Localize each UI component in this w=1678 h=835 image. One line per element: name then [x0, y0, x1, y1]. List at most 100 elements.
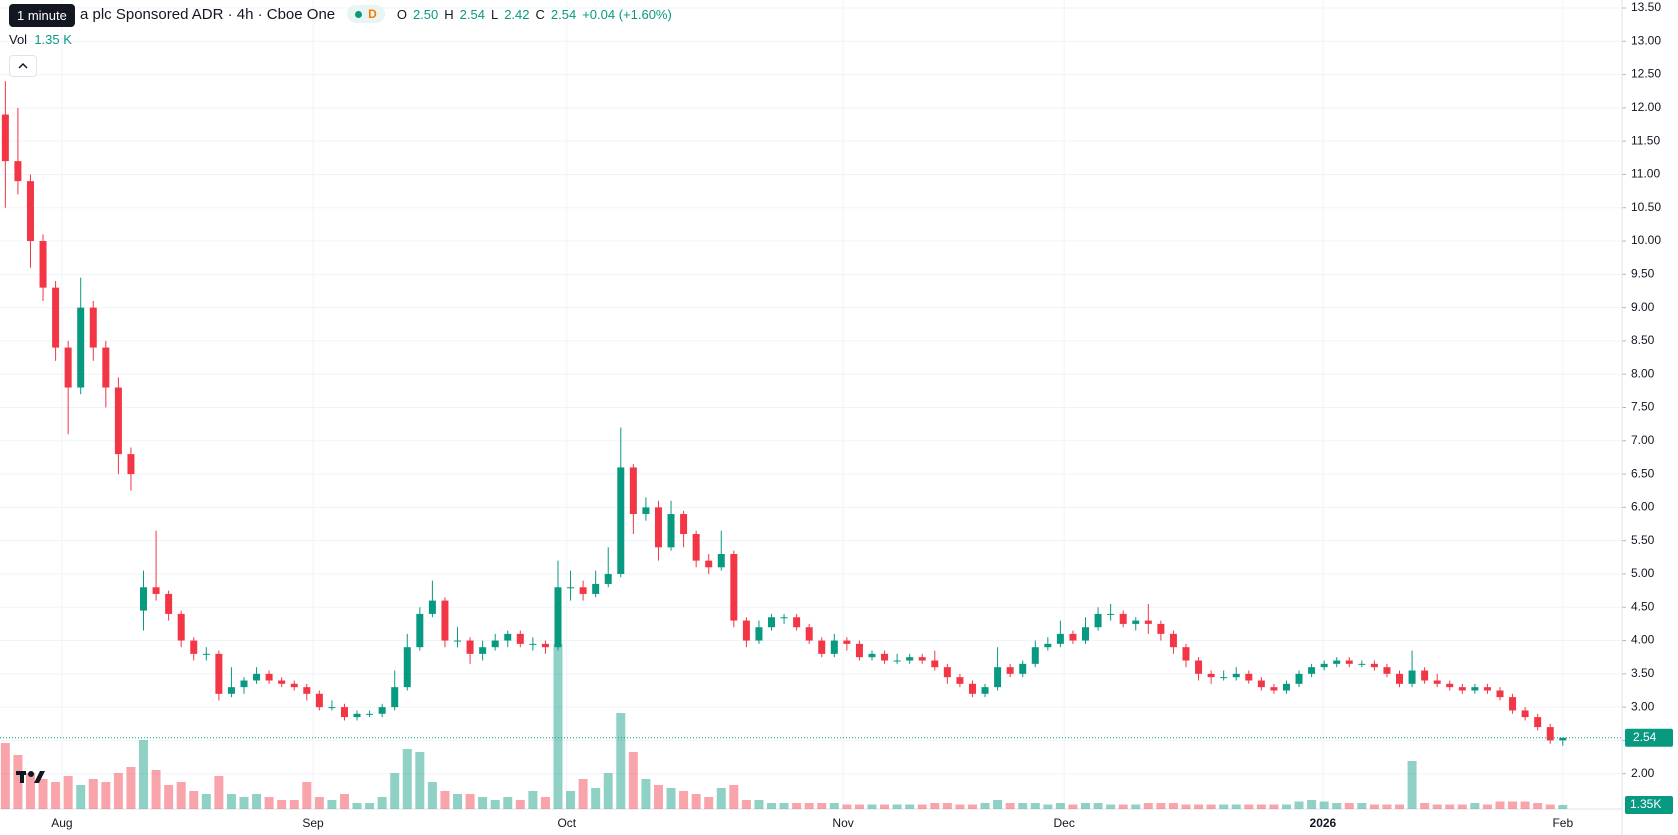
candle-body	[303, 687, 311, 694]
volume-bar	[13, 755, 23, 809]
x-tick-label: Dec	[1053, 816, 1074, 830]
volume-bar	[1482, 804, 1492, 809]
candle-body	[516, 633, 524, 644]
candle-body	[378, 707, 386, 714]
candle-body	[1295, 673, 1303, 684]
candle-body	[227, 687, 235, 694]
candle-body	[667, 514, 675, 548]
x-tick-label: Sep	[302, 816, 324, 830]
candle-body	[190, 640, 198, 654]
candle-body	[416, 613, 424, 648]
volume-bar	[905, 804, 915, 809]
volume-bar	[63, 776, 73, 809]
volume-bar	[1369, 804, 1379, 809]
volume-bar	[1281, 804, 1291, 809]
candle-body	[541, 643, 549, 648]
x-tick-label: Aug	[51, 816, 72, 830]
volume-bar	[1143, 803, 1153, 809]
volume-bar	[25, 773, 35, 809]
candle-body	[1282, 683, 1290, 691]
volume-bar	[817, 803, 827, 809]
y-tick-label: 8.00	[1631, 366, 1655, 380]
volume-bar	[578, 779, 588, 809]
candle-body	[604, 573, 612, 584]
y-tick-label: 11.00	[1631, 167, 1660, 181]
symbol-title[interactable]: a plc Sponsored ADR · 4h · Cboe One	[80, 5, 336, 23]
candle-body	[1396, 673, 1404, 684]
y-tick-label: 2.00	[1631, 766, 1655, 780]
candle-body	[240, 680, 248, 688]
candle-body	[353, 713, 361, 718]
candle-body	[1320, 663, 1328, 668]
candle-body	[328, 707, 336, 709]
volume-bar	[1181, 804, 1191, 809]
h-label: H	[444, 6, 454, 22]
volume-bar	[616, 713, 626, 809]
candle-body	[1094, 613, 1102, 628]
price-tag-bg	[1625, 728, 1673, 747]
y-tick-label: 9.00	[1631, 300, 1655, 314]
candle-body	[1458, 687, 1466, 691]
volume-bar	[1030, 803, 1040, 809]
volume-bar	[1206, 804, 1216, 809]
volume-bar	[528, 791, 538, 809]
candle-body	[1069, 633, 1077, 641]
status-pill[interactable]: D	[347, 5, 385, 23]
candle-body	[717, 553, 725, 568]
y-tick-label: 11.50	[1631, 133, 1660, 147]
y-tick-label: 13.00	[1631, 33, 1661, 47]
volume-bar	[1533, 803, 1543, 809]
candle-body	[1383, 667, 1391, 674]
candle-body	[1195, 660, 1203, 674]
volume-bar	[1269, 804, 1279, 809]
candle-body	[1521, 710, 1529, 718]
volume-bar	[427, 782, 437, 809]
candle-body	[893, 660, 901, 662]
candle-body	[1483, 687, 1491, 691]
volume-bar	[1307, 800, 1317, 809]
volume-bar	[553, 644, 563, 809]
collapse-button[interactable]	[9, 55, 37, 77]
volume-bar	[1219, 804, 1229, 809]
y-tick-label: 10.00	[1631, 233, 1661, 247]
candle-body	[843, 640, 851, 644]
h-value: 2.54	[459, 6, 485, 22]
candle-body	[14, 161, 22, 182]
candle-body	[1421, 670, 1429, 681]
candle-body	[1270, 687, 1278, 691]
candle-body	[629, 467, 637, 515]
volume-bar	[88, 779, 98, 809]
volume-bar	[465, 794, 475, 809]
volume-bar	[76, 785, 86, 809]
volume-bar	[930, 803, 940, 809]
volume-bar	[1395, 804, 1405, 809]
volume-bar	[1319, 801, 1329, 809]
volume-bar	[1256, 804, 1266, 809]
volume-bar	[490, 800, 500, 809]
volume-bar	[139, 740, 149, 809]
y-tick-label: 7.00	[1631, 433, 1655, 447]
candle-body	[994, 667, 1002, 688]
candle-body	[1182, 647, 1190, 661]
candle-body	[617, 467, 625, 574]
candle-body	[1, 114, 9, 162]
volume-bar	[679, 791, 689, 809]
candle-body	[1496, 690, 1504, 698]
volume-bar	[1344, 803, 1354, 809]
volume-bar	[792, 803, 802, 809]
candle-body	[491, 640, 499, 648]
candle-body	[215, 653, 223, 694]
candle-body	[1056, 633, 1064, 644]
volume-bar	[440, 791, 450, 809]
candle-body	[868, 653, 876, 658]
candle-body	[391, 687, 399, 708]
volume-bar	[880, 804, 890, 809]
logo[interactable]	[14, 762, 54, 792]
volume-bar	[917, 804, 927, 809]
volume-bar	[289, 800, 299, 809]
candle-body	[1082, 627, 1090, 641]
volume-bar	[101, 782, 111, 809]
candle-body	[89, 307, 97, 348]
candle-body	[1471, 687, 1479, 691]
